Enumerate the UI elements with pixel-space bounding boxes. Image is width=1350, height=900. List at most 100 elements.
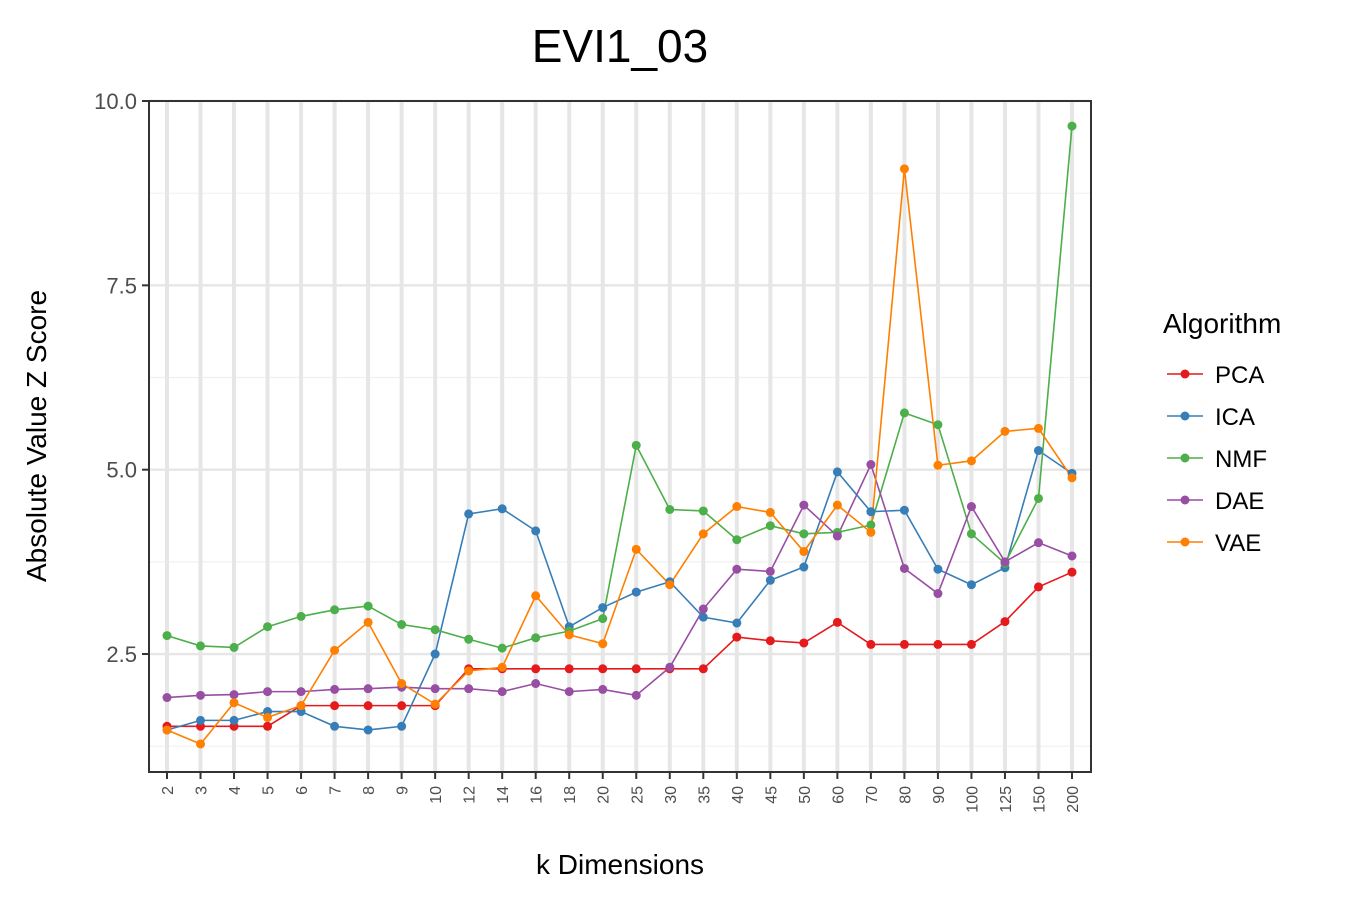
x-tick-label: 6 — [294, 786, 311, 795]
legend-item-nmf: NMF — [1167, 446, 1267, 473]
data-point-dae — [732, 564, 742, 574]
data-point-dae — [1033, 538, 1043, 548]
data-point-nmf — [263, 622, 273, 632]
legend-item-ica: ICA — [1167, 404, 1255, 431]
data-point-dae — [497, 687, 507, 697]
data-point-dae — [933, 589, 943, 599]
x-tick-label: 80 — [897, 786, 914, 804]
data-point-ica — [698, 612, 708, 622]
data-point-pca — [765, 636, 775, 646]
data-point-dae — [866, 460, 876, 470]
data-point-vae — [196, 739, 206, 749]
x-tick-label: 2 — [160, 786, 177, 795]
data-point-dae — [832, 531, 842, 541]
data-point-nmf — [1033, 493, 1043, 503]
data-point-vae — [564, 630, 574, 640]
data-point-pca — [732, 632, 742, 642]
x-tick-label: 8 — [361, 786, 378, 795]
legend-marker — [1180, 453, 1190, 463]
data-point-nmf — [799, 529, 809, 539]
data-point-nmf — [765, 521, 775, 531]
data-point-vae — [162, 725, 172, 735]
data-point-nmf — [497, 643, 507, 653]
data-point-ica — [899, 505, 909, 515]
data-point-dae — [363, 684, 373, 694]
data-point-vae — [1000, 426, 1010, 436]
data-point-pca — [531, 664, 541, 674]
x-tick-label: 35 — [696, 786, 713, 804]
data-point-ica — [832, 467, 842, 477]
data-point-ica — [598, 603, 608, 613]
data-point-vae — [665, 580, 675, 590]
data-point-ica — [397, 721, 407, 731]
legend-label: PCA — [1215, 362, 1264, 389]
data-point-nmf — [598, 614, 608, 624]
data-point-vae — [732, 502, 742, 512]
data-point-nmf — [698, 506, 708, 516]
data-point-vae — [497, 662, 507, 672]
x-tick-label: 10 — [428, 786, 445, 804]
data-point-vae — [631, 544, 641, 554]
x-axis-title: k Dimensions — [536, 849, 704, 880]
data-point-dae — [1000, 557, 1010, 567]
data-point-vae — [397, 679, 407, 689]
x-tick-label: 4 — [227, 786, 244, 795]
legend-label: DAE — [1215, 488, 1264, 515]
x-tick-label: 3 — [194, 786, 211, 795]
data-point-ica — [933, 564, 943, 574]
data-point-vae — [363, 617, 373, 627]
x-tick-label: 18 — [562, 786, 579, 804]
data-point-dae — [330, 684, 340, 694]
chart-title: EVI1_03 — [532, 20, 708, 72]
data-point-nmf — [296, 611, 306, 621]
data-point-vae — [531, 591, 541, 601]
data-point-vae — [1067, 473, 1077, 483]
data-point-pca — [832, 617, 842, 627]
legend-marker — [1180, 369, 1190, 379]
data-point-pca — [698, 664, 708, 674]
y-tick-label: 7.5 — [106, 273, 137, 298]
data-point-dae — [598, 684, 608, 694]
data-point-vae — [899, 164, 909, 174]
data-point-vae — [464, 666, 474, 676]
data-point-ica — [497, 504, 507, 514]
series-points — [162, 121, 1077, 749]
data-point-dae — [464, 684, 474, 694]
y-tick-label: 2.5 — [106, 642, 137, 667]
x-tick-label: 125 — [998, 786, 1015, 813]
data-point-dae — [665, 662, 675, 672]
y-tick-label: 5.0 — [106, 458, 137, 483]
x-tick-label: 16 — [529, 786, 546, 804]
x-tick-label: 7 — [328, 786, 345, 795]
data-point-dae — [765, 566, 775, 576]
data-point-nmf — [933, 420, 943, 430]
data-point-vae — [330, 645, 340, 655]
data-point-pca — [263, 721, 273, 731]
x-tick-label: 200 — [1065, 786, 1082, 813]
x-tick-label: 150 — [1031, 786, 1048, 813]
data-point-ica — [1033, 446, 1043, 456]
x-tick-label: 90 — [931, 786, 948, 804]
data-point-dae — [162, 693, 172, 703]
data-point-pca — [933, 639, 943, 649]
data-point-vae — [430, 699, 440, 709]
data-point-pca — [966, 639, 976, 649]
data-point-dae — [698, 604, 708, 614]
data-point-nmf — [397, 620, 407, 630]
legend-title: Algorithm — [1163, 308, 1281, 339]
data-point-pca — [564, 664, 574, 674]
data-point-dae — [196, 690, 206, 700]
data-point-nmf — [1067, 121, 1077, 131]
data-point-pca — [1067, 567, 1077, 577]
data-point-ica — [765, 575, 775, 585]
data-point-vae — [799, 547, 809, 557]
x-tick-label: 45 — [763, 786, 780, 804]
data-point-dae — [531, 679, 541, 689]
data-point-vae — [966, 456, 976, 466]
data-point-vae — [866, 527, 876, 537]
legend-label: ICA — [1215, 404, 1255, 431]
data-point-pca — [330, 701, 340, 711]
data-point-vae — [296, 701, 306, 711]
legend: Algorithm PCA ICA NMF DAE VAE — [1163, 308, 1281, 557]
